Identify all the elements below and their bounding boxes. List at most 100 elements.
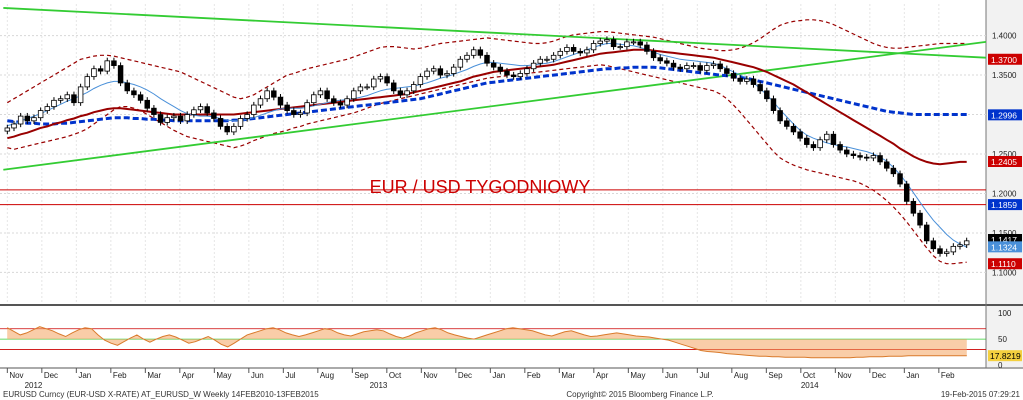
candle-body [304, 102, 310, 114]
candle-body [410, 84, 417, 92]
candle-body [564, 47, 570, 52]
candle-body [137, 94, 144, 101]
candle-body [357, 86, 364, 92]
horizontal-levels [0, 189, 986, 206]
price-tick-label: 1.4000 [992, 32, 1017, 41]
candle-body [557, 50, 564, 56]
candle-body [790, 125, 797, 133]
candle-body [657, 57, 663, 62]
month-label: Jul [699, 371, 709, 380]
candle-body [111, 60, 117, 66]
candle-body [750, 78, 757, 85]
candle-body [537, 58, 544, 64]
price-axis-bg [986, 0, 1023, 304]
candle-body [24, 115, 31, 122]
month-label: Mar [147, 371, 161, 380]
candles [4, 36, 970, 257]
candle-body [344, 98, 350, 106]
osc-tick-label: 0 [998, 361, 1003, 370]
candle-body [570, 47, 577, 52]
candle-body [257, 98, 264, 106]
month-label: Apr [596, 371, 609, 380]
candle-body [717, 63, 723, 70]
month-label: Dec [872, 371, 886, 380]
candle-body [211, 112, 217, 119]
candle-body [51, 99, 57, 108]
candle-body [470, 49, 477, 56]
price-tick-label: 1.3500 [992, 71, 1017, 80]
candle-body [144, 99, 150, 109]
candle-body [224, 125, 230, 133]
osc-value-box [988, 350, 1022, 362]
candle-body [204, 106, 210, 114]
candle-body [124, 82, 130, 92]
price-label-text: 1.1859 [991, 200, 1017, 210]
candle-body [810, 144, 817, 149]
candle-body [577, 50, 584, 54]
candle-body [937, 248, 943, 254]
month-label: Feb [527, 371, 541, 380]
candle-body [171, 115, 177, 119]
osc-area [7, 326, 967, 358]
candle-body [757, 84, 763, 92]
candle-body [617, 46, 623, 49]
month-label: Dec [44, 371, 58, 380]
candle-body [837, 144, 843, 151]
candle-body [284, 104, 290, 111]
candle-body [437, 68, 444, 76]
candle-body [530, 62, 537, 70]
year-label: 2013 [370, 381, 388, 390]
candle-body [264, 90, 270, 100]
candle-body [131, 90, 137, 96]
candle-body [484, 54, 490, 64]
ascending-trend-line [3, 41, 987, 171]
candle-body [324, 90, 330, 100]
candle-body [397, 90, 404, 96]
candle-body [44, 106, 51, 111]
candle-body [157, 114, 164, 123]
osc-line [6, 326, 967, 359]
candle-body [17, 115, 24, 125]
candle-body [764, 90, 770, 100]
candle-body [177, 115, 184, 122]
candle-body [71, 94, 77, 104]
month-label: May [216, 371, 231, 380]
candle-body [550, 54, 557, 60]
candle-body [191, 109, 197, 115]
candle-body [897, 173, 903, 185]
price-tick-label: 1.2000 [992, 189, 1017, 198]
candle-body [950, 245, 957, 253]
candle-body [737, 77, 743, 82]
candle-body [77, 86, 84, 104]
month-label: Oct [389, 371, 402, 380]
oscillator-panel [0, 326, 986, 359]
candle-body [777, 110, 783, 122]
candle-body [11, 123, 17, 129]
candle-body [930, 240, 937, 250]
chart-background [0, 0, 1023, 369]
candle-body [784, 120, 790, 127]
month-label: Feb [941, 371, 955, 380]
candle-body [644, 44, 650, 52]
candle-body [797, 131, 803, 139]
price-tick-label: 1.1000 [992, 268, 1017, 277]
candle-body [351, 90, 357, 100]
price-label-box [988, 258, 1022, 270]
candle-body [377, 76, 384, 80]
candle-body [4, 127, 11, 132]
candle-body [104, 60, 110, 72]
candle-body [724, 68, 730, 74]
month-label: Oct [803, 371, 816, 380]
month-label: Jan [492, 371, 505, 380]
candle-body [877, 155, 883, 163]
candle-body [697, 65, 703, 71]
candle-body [97, 68, 104, 72]
candle-body [844, 149, 850, 155]
price-label-text: 1.1110 [991, 259, 1016, 269]
candle-body [677, 66, 683, 70]
osc-tick-label: 100 [998, 309, 1012, 318]
candle-body [517, 73, 524, 78]
candle-body [597, 40, 603, 44]
trend-lines [3, 7, 987, 171]
